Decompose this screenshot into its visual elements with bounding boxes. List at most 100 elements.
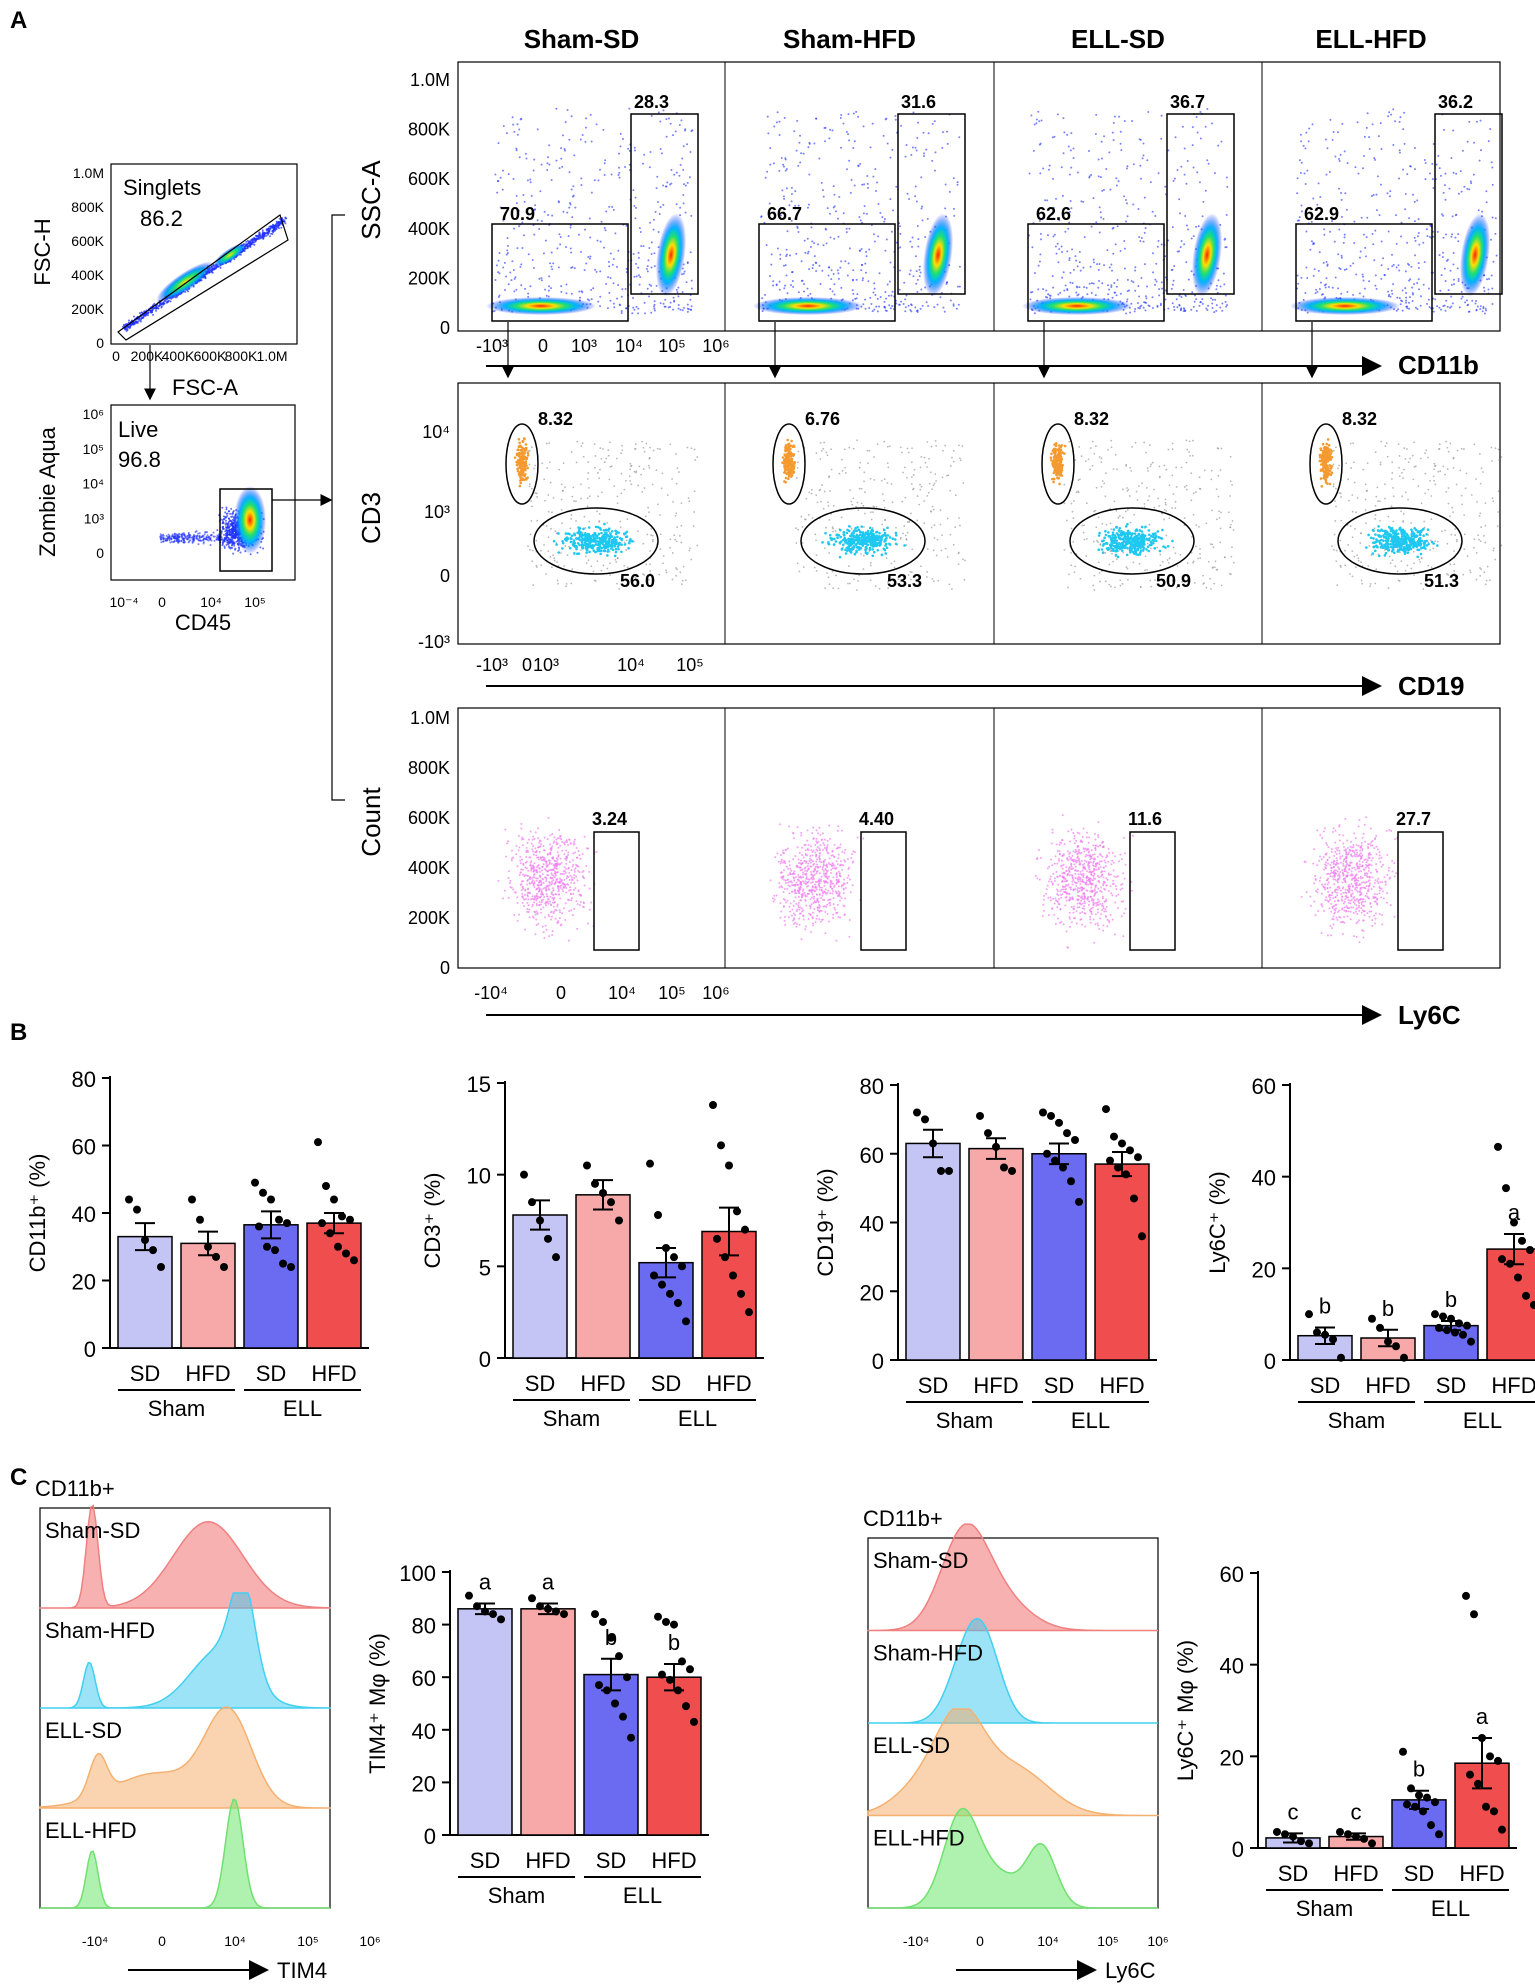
cd19-dot (856, 589, 858, 591)
live-ylabel: Zombie Aqua (35, 426, 60, 556)
cd11b-dot (1160, 243, 1163, 246)
cd19-dot (545, 525, 548, 527)
cd11b-dot (599, 295, 602, 298)
cd11b-dot (1195, 225, 1198, 228)
cd11b-dot (1064, 284, 1067, 287)
cd19-dot (657, 503, 659, 506)
cd11b-dot (884, 249, 887, 252)
cd11b-dot (521, 247, 524, 250)
cd11b-dot (1375, 209, 1378, 212)
cd11b-dot (613, 306, 616, 309)
live-dot (227, 538, 230, 541)
cd11b-dot (813, 142, 816, 145)
cd19-dot (963, 578, 966, 581)
cd11b-dot (1395, 242, 1398, 245)
cd19-dot (587, 472, 590, 474)
cd11b-dot (900, 124, 903, 127)
cd11b-dot (833, 283, 836, 286)
cd19-dot (554, 530, 557, 533)
cd11b-dot (847, 133, 850, 136)
cd11b-dot (1033, 312, 1036, 315)
cd11b-dot (496, 191, 499, 194)
cd11b-dot (617, 173, 620, 176)
cd19-dot (621, 444, 623, 447)
cd19-dot (556, 579, 559, 582)
cd19-dot (656, 447, 659, 450)
cd11b-dot (677, 295, 680, 298)
cd19-dot (881, 523, 884, 526)
cd11b-dot (898, 225, 901, 228)
cd11b-dot (885, 117, 888, 120)
cd19-dot (623, 564, 626, 567)
cd19-dot (593, 536, 597, 540)
cd11b-dot (1363, 154, 1366, 157)
singlet-dot (246, 239, 249, 242)
cd19-dot (561, 539, 564, 543)
cd19-dot (901, 500, 904, 503)
cd11b-dot (642, 245, 645, 248)
cd11b-dot (1405, 296, 1408, 299)
cd19-dot (614, 547, 618, 551)
cd19-dot (615, 530, 619, 534)
cd11b-dot (516, 133, 519, 136)
cd19-dot (547, 510, 550, 513)
cd11b-dot (689, 298, 692, 301)
cd19-dot (629, 468, 632, 471)
cd11b-dot (599, 270, 602, 273)
cd11b-dot (829, 236, 832, 239)
cd11b-dot (557, 266, 560, 269)
cd11b-dot (859, 162, 862, 165)
cd11b-dot (1491, 183, 1494, 186)
cd11b-dot (1362, 279, 1365, 282)
cd19-dot (556, 561, 558, 564)
cd11b-dot (1468, 120, 1471, 123)
cd19-dot (689, 547, 691, 550)
cd11b-dot (890, 230, 893, 233)
group-header: ELL-SD (1071, 24, 1165, 54)
cd19-dot (867, 462, 869, 465)
cd11b-dot (1373, 157, 1376, 160)
cd11b-pos-value: 36.7 (1170, 92, 1205, 112)
cd11b-dot (529, 285, 532, 288)
cd11b-dot (910, 304, 913, 307)
cd11b-dot (1409, 165, 1412, 168)
cd11b-dot (677, 303, 680, 306)
y-tick-label: 0 (96, 335, 104, 351)
cd11b-dot (807, 250, 810, 253)
cd11b-dot (573, 154, 576, 157)
cd11b-dot (837, 272, 840, 275)
cd11b-neg-density (1290, 297, 1400, 315)
cd19-dot (666, 494, 669, 496)
cd11b-dot (530, 194, 533, 197)
singlet-dot (210, 270, 213, 273)
cd19-dot (642, 446, 645, 449)
cd11b-dot (580, 177, 583, 180)
cd11b-dot (1047, 168, 1050, 171)
cd11b-dot (1345, 208, 1348, 211)
cd11b-dot (846, 274, 849, 277)
cd11b-dot (828, 266, 831, 269)
cd11b-dot (1378, 214, 1381, 217)
cd11b-dot (1109, 188, 1112, 191)
cd11b-dot (507, 283, 510, 286)
cd11b-dot (800, 279, 803, 282)
singlets-value: 86.2 (140, 206, 183, 231)
cd19-dot (887, 466, 890, 469)
cd11b-dot (884, 291, 887, 294)
cd19-dot (954, 494, 957, 497)
cd11b-dot (857, 165, 860, 168)
cd11b-dot (1137, 207, 1140, 210)
cd19-dot (650, 534, 653, 536)
y-tick-label: 600K (408, 169, 450, 189)
cd11b-dot (1391, 292, 1394, 295)
cd11b-dot (861, 183, 864, 186)
cd11b-dot (848, 159, 851, 162)
cd19-dot (826, 572, 828, 574)
cd11b-dot (1404, 208, 1407, 211)
cd11b-dot (1111, 131, 1114, 134)
y-tick-label: 10³ (84, 510, 105, 526)
cd19-dot (575, 547, 578, 551)
cd19-dot (815, 452, 818, 455)
cd11b-dot (772, 280, 775, 283)
cd19-dot (652, 449, 655, 452)
